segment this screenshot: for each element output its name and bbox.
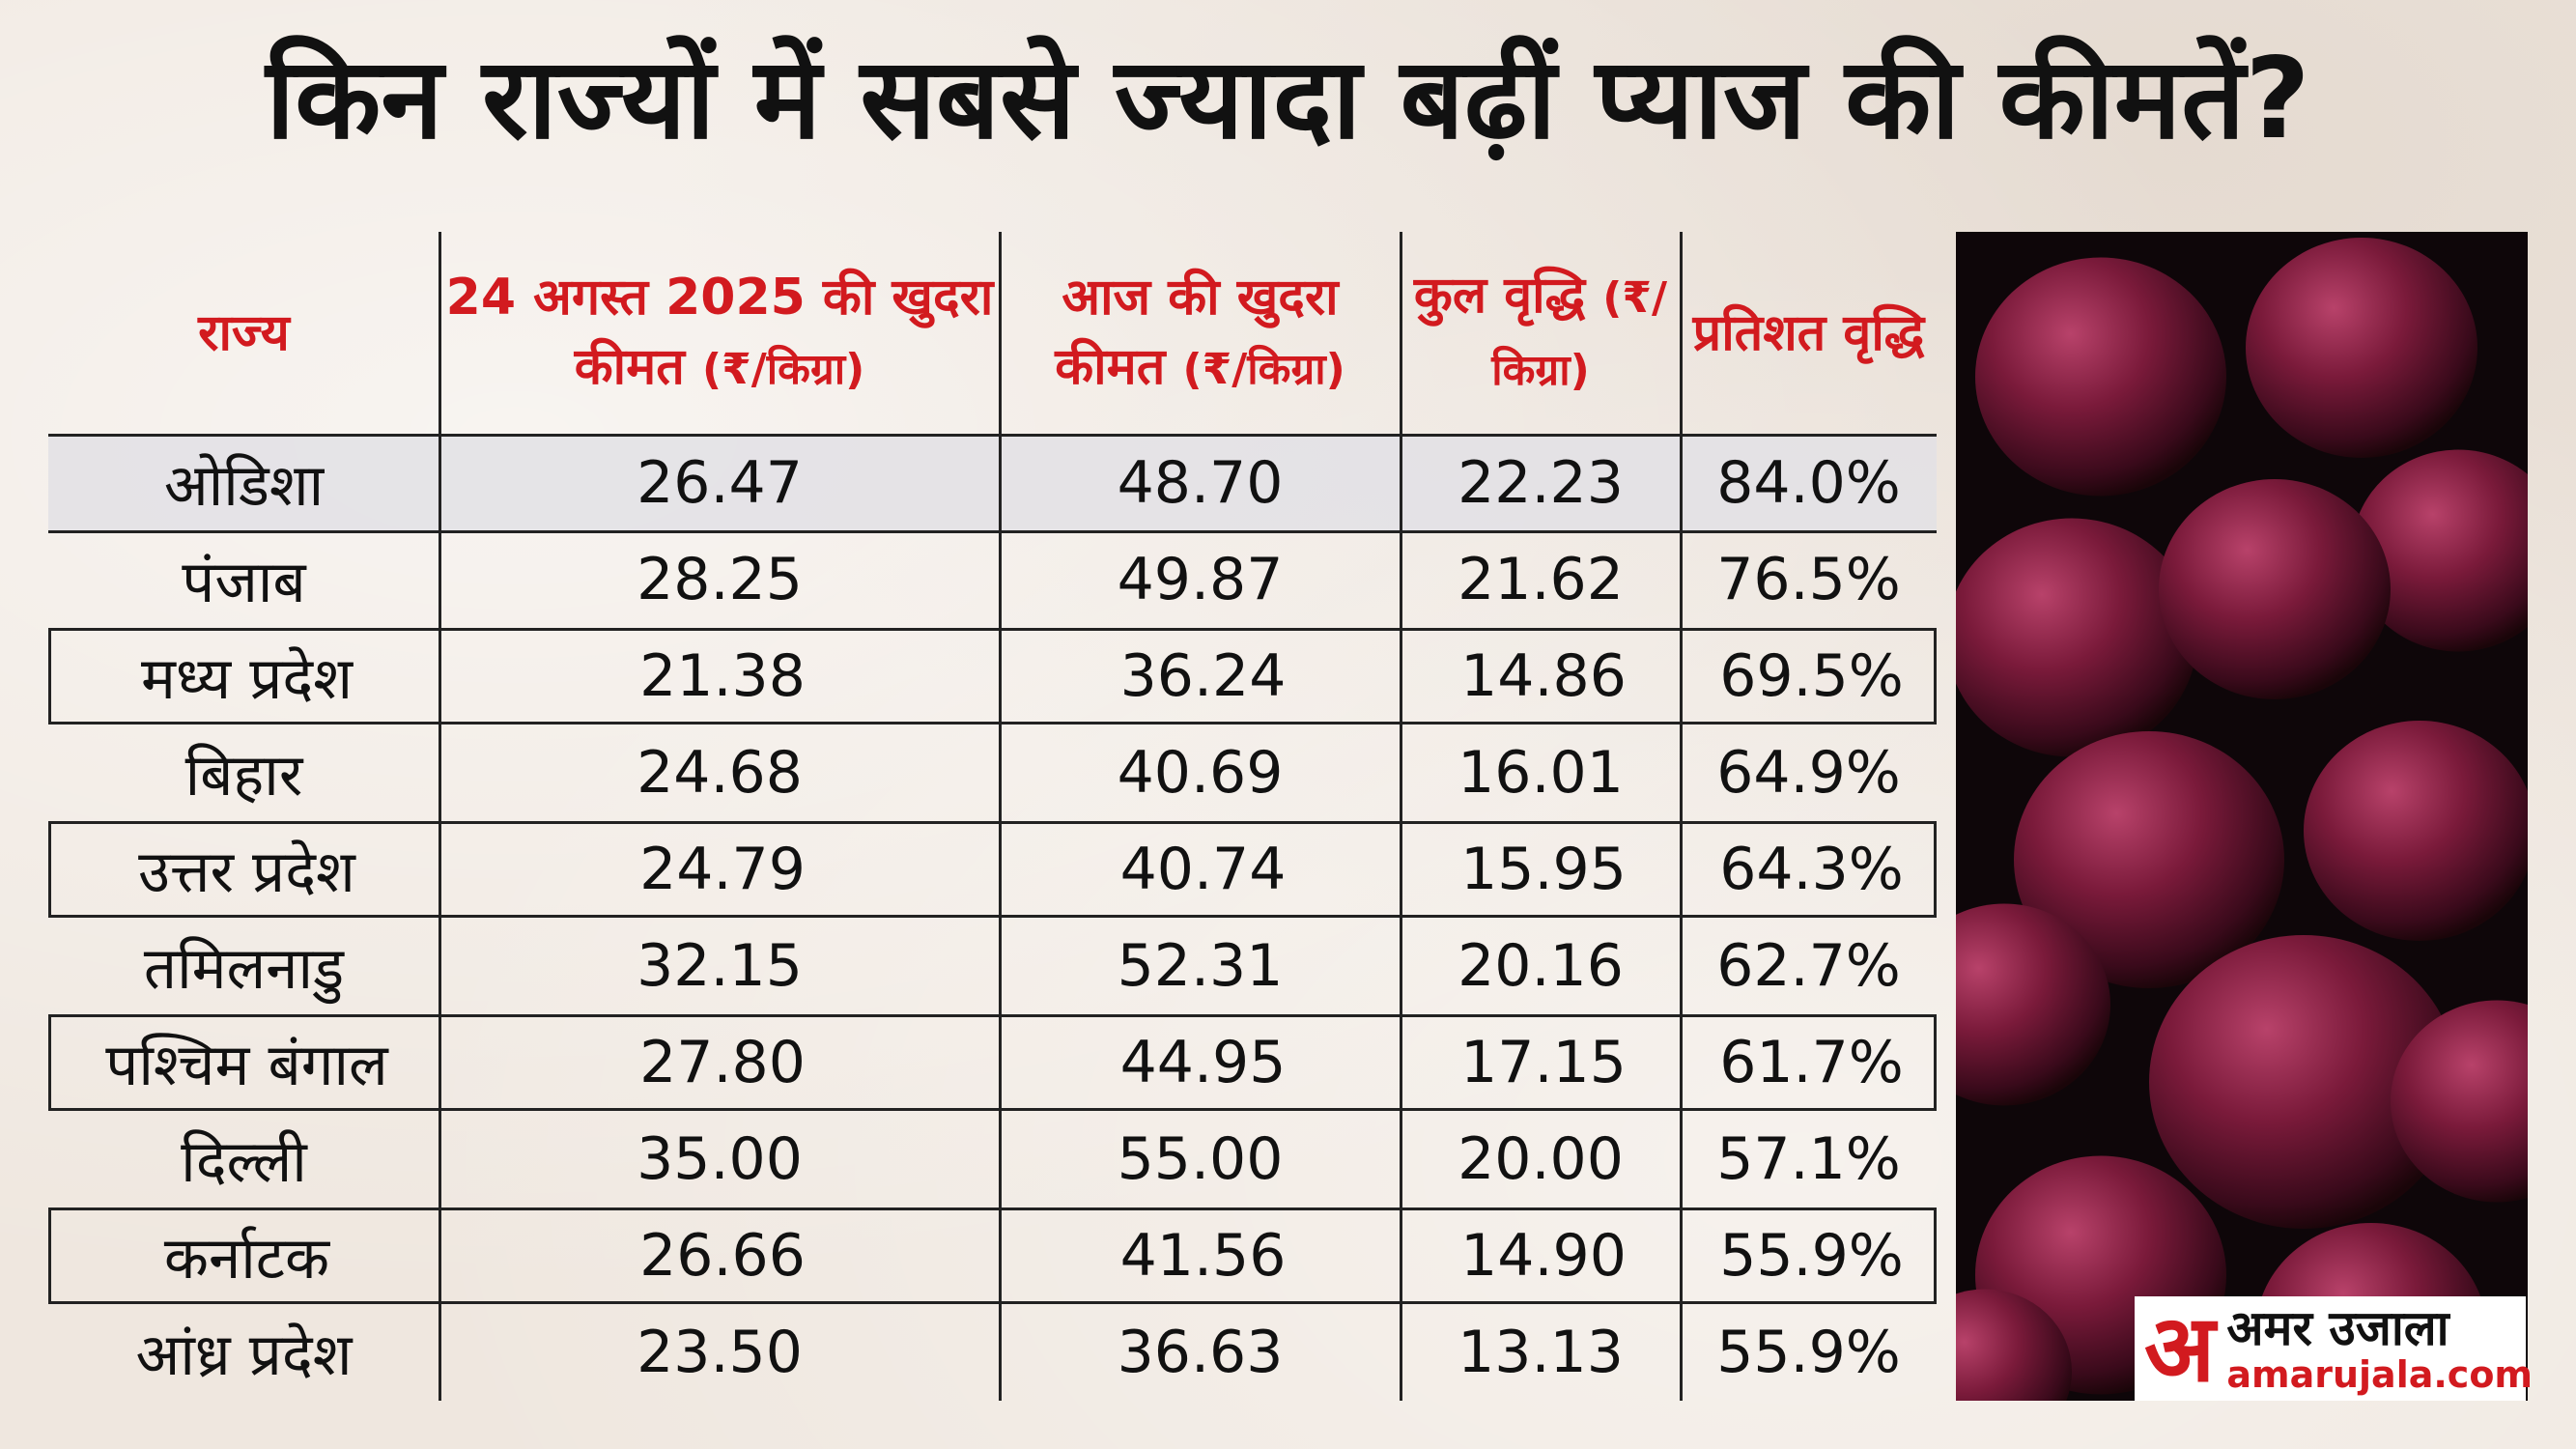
table-row: पंजाब 28.25 49.87 21.62 76.5% xyxy=(48,531,1937,628)
amarujala-logo: अ अमर उजाला amarujala.com xyxy=(2135,1294,2533,1403)
value-cell: 20.16 xyxy=(1458,932,1624,1000)
value-cell: 36.63 xyxy=(1117,1319,1284,1386)
column-header-main: कुल वृद्धि xyxy=(1413,267,1586,325)
table-row: आंध्र प्रदेश 23.50 36.63 13.13 55.9% xyxy=(48,1304,1937,1401)
onion-shape xyxy=(1975,257,2226,497)
value-cell: 13.13 xyxy=(1458,1319,1624,1386)
column-header-main: राज्य xyxy=(198,304,290,362)
state-cell: दिल्ली xyxy=(181,1128,307,1196)
state-cell: पश्चिम बंगाल xyxy=(105,1032,388,1099)
state-cell: बिहार xyxy=(184,742,303,810)
state-cell: उत्तर प्रदेश xyxy=(138,838,355,906)
value-cell: 26.47 xyxy=(637,449,803,517)
value-cell: 40.74 xyxy=(1119,836,1287,903)
value-cell: 15.95 xyxy=(1460,836,1627,903)
value-cell: 27.80 xyxy=(639,1029,806,1096)
brand-mark: अ xyxy=(2144,1294,2216,1403)
value-cell: 40.69 xyxy=(1117,739,1284,807)
value-cell: 28.25 xyxy=(637,546,803,613)
state-cell: ओडिशा xyxy=(163,452,325,520)
column-divider xyxy=(999,232,1002,1401)
value-cell: 36.24 xyxy=(1119,642,1287,710)
state-cell: पंजाब xyxy=(182,549,306,616)
table-row: तमिलनाडु 32.15 52.31 20.16 62.7% xyxy=(48,918,1937,1014)
onion-shape xyxy=(2304,721,2528,941)
brand-name: अमर उजाला xyxy=(2226,1300,2449,1356)
price-table: राज्य 24 अगस्त 2025 की खुदरा कीमत (₹/किग्… xyxy=(48,232,1937,1401)
onion-shape xyxy=(1956,1289,2072,1401)
value-cell: 35.00 xyxy=(637,1125,803,1193)
state-cell: आंध्र प्रदेश xyxy=(135,1321,353,1389)
column-header-main: 24 अगस्त 2025 की खुदरा कीमत xyxy=(445,268,994,396)
row-divider xyxy=(48,434,1937,437)
value-cell: 41.56 xyxy=(1119,1222,1287,1290)
onion-shape xyxy=(2159,479,2391,699)
table-row: ओडिशा 26.47 48.70 22.23 84.0% xyxy=(48,435,1937,531)
onion-shape xyxy=(2014,731,2284,988)
value-cell: 55.9% xyxy=(1719,1222,1904,1290)
value-cell: 62.7% xyxy=(1716,932,1901,1000)
value-cell: 44.95 xyxy=(1119,1029,1287,1096)
value-cell: 55.00 xyxy=(1117,1125,1284,1193)
state-cell: कर्नाटक xyxy=(163,1225,330,1293)
value-cell: 49.87 xyxy=(1117,546,1284,613)
value-cell: 48.70 xyxy=(1117,449,1284,517)
column-header-1: 24 अगस्त 2025 की खुदरा कीमत (₹/किग्रा) xyxy=(439,232,1000,435)
value-cell: 24.68 xyxy=(637,739,803,807)
column-header-2: आज की खुदरा कीमत (₹/किग्रा) xyxy=(1000,232,1401,435)
onion-shape xyxy=(1956,903,2110,1106)
value-cell: 20.00 xyxy=(1458,1125,1624,1193)
value-cell: 22.23 xyxy=(1458,449,1624,517)
value-cell: 23.50 xyxy=(637,1319,803,1386)
value-cell: 17.15 xyxy=(1460,1029,1627,1096)
value-cell: 57.1% xyxy=(1716,1125,1901,1193)
state-cell: तमिलनाडु xyxy=(143,935,345,1003)
onion-shape xyxy=(2246,238,2477,458)
column-header-main: प्रतिशत वृद्धि xyxy=(1692,304,1925,362)
table-row: बिहार 24.68 40.69 16.01 64.9% xyxy=(48,724,1937,821)
column-header-4: प्रतिशत वृद्धि xyxy=(1681,232,1937,435)
value-cell: 32.15 xyxy=(637,932,803,1000)
column-header-unit: (₹/किग्रा) xyxy=(701,344,865,394)
column-header-unit: (₹/किग्रा) xyxy=(1182,344,1345,394)
value-cell: 52.31 xyxy=(1117,932,1284,1000)
column-divider xyxy=(1680,232,1683,1401)
value-cell: 21.62 xyxy=(1458,546,1624,613)
column-header-unit: (₹/किग्रा) xyxy=(1491,273,1668,395)
column-header-main: आज की खुदरा कीमत xyxy=(1055,268,1339,396)
column-divider xyxy=(439,232,441,1401)
value-cell: 64.9% xyxy=(1716,739,1901,807)
value-cell: 24.79 xyxy=(639,836,806,903)
state-cell: मध्य प्रदेश xyxy=(140,645,354,713)
value-cell: 14.90 xyxy=(1460,1222,1627,1290)
value-cell: 84.0% xyxy=(1716,449,1901,517)
value-cell: 16.01 xyxy=(1458,739,1624,807)
row-divider xyxy=(48,530,1937,533)
value-cell: 64.3% xyxy=(1719,836,1904,903)
column-header-0: राज्य xyxy=(48,232,439,435)
column-header-3: कुल वृद्धि (₹/किग्रा) xyxy=(1401,232,1681,435)
value-cell: 55.9% xyxy=(1716,1319,1901,1386)
value-cell: 14.86 xyxy=(1460,642,1627,710)
onion-shape xyxy=(2352,449,2528,652)
onion-shape xyxy=(2391,1000,2528,1203)
value-cell: 76.5% xyxy=(1716,546,1901,613)
column-divider xyxy=(1400,232,1402,1401)
value-cell: 69.5% xyxy=(1719,642,1904,710)
table-row: कर्नाटक 26.66 41.56 14.90 55.9% xyxy=(48,1208,1937,1304)
value-cell: 26.66 xyxy=(639,1222,806,1290)
value-cell: 61.7% xyxy=(1719,1029,1904,1096)
brand-url: amarujala.com xyxy=(2226,1353,2534,1396)
infographic-title: किन राज्यों में सबसे ज्यादा बढ़ीं प्याज … xyxy=(266,34,2310,164)
value-cell: 21.38 xyxy=(639,642,806,710)
table-row: पश्चिम बंगाल 27.80 44.95 17.15 61.7% xyxy=(48,1014,1937,1111)
table-row: मध्य प्रदेश 21.38 36.24 14.86 69.5% xyxy=(48,628,1937,724)
onion-shape xyxy=(2149,935,2458,1229)
onion-photo xyxy=(1956,232,2528,1401)
table-row: उत्तर प्रदेश 24.79 40.74 15.95 64.3% xyxy=(48,821,1937,918)
onion-shape xyxy=(1956,518,2197,757)
table-row: दिल्ली 35.00 55.00 20.00 57.1% xyxy=(48,1111,1937,1208)
